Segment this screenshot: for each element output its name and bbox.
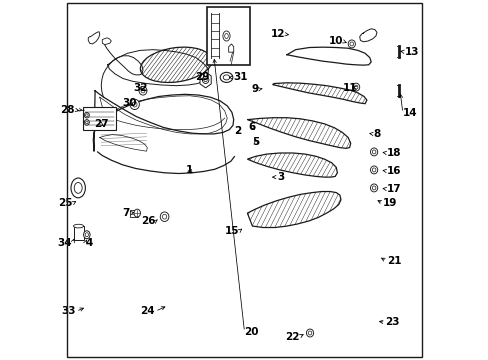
Ellipse shape	[71, 178, 85, 198]
FancyBboxPatch shape	[83, 107, 115, 130]
Text: 6: 6	[248, 122, 256, 132]
Text: 19: 19	[382, 198, 397, 208]
Ellipse shape	[370, 184, 377, 192]
Text: 7: 7	[122, 208, 130, 218]
Text: 22: 22	[284, 332, 299, 342]
Polygon shape	[228, 44, 233, 52]
Bar	[130, 210, 138, 217]
Ellipse shape	[130, 99, 139, 109]
Ellipse shape	[371, 186, 375, 190]
Ellipse shape	[370, 166, 377, 174]
Bar	[206, 7, 249, 65]
Ellipse shape	[347, 40, 355, 48]
Ellipse shape	[132, 102, 137, 107]
Ellipse shape	[307, 331, 311, 335]
Text: 5: 5	[252, 137, 259, 147]
Ellipse shape	[83, 231, 90, 239]
Text: 1: 1	[186, 165, 193, 175]
Text: 8: 8	[373, 129, 380, 139]
Text: 27: 27	[94, 119, 108, 129]
Text: 34: 34	[58, 238, 72, 248]
Text: 18: 18	[386, 148, 400, 158]
Text: 3: 3	[276, 172, 284, 182]
Ellipse shape	[352, 83, 359, 91]
Text: 14: 14	[402, 108, 417, 118]
Ellipse shape	[223, 75, 229, 80]
Text: 2: 2	[233, 126, 241, 136]
Ellipse shape	[349, 42, 353, 46]
Text: 25: 25	[58, 198, 72, 208]
Ellipse shape	[371, 168, 375, 172]
Text: 9: 9	[251, 84, 258, 94]
Ellipse shape	[203, 78, 207, 82]
Text: 28: 28	[60, 105, 75, 115]
Text: 4: 4	[85, 238, 93, 248]
Text: 17: 17	[386, 184, 401, 194]
Text: 32: 32	[133, 83, 148, 93]
Text: 33: 33	[61, 306, 76, 316]
Ellipse shape	[84, 112, 89, 118]
Ellipse shape	[160, 212, 168, 221]
Ellipse shape	[202, 76, 208, 84]
Ellipse shape	[141, 89, 144, 93]
Ellipse shape	[220, 72, 232, 82]
Ellipse shape	[306, 329, 313, 337]
Ellipse shape	[74, 183, 82, 193]
Bar	[73, 226, 83, 240]
Text: 20: 20	[244, 327, 259, 337]
Ellipse shape	[85, 114, 88, 117]
Text: 12: 12	[270, 29, 284, 39]
Ellipse shape	[84, 120, 89, 125]
Polygon shape	[102, 38, 111, 45]
Text: 29: 29	[194, 72, 209, 82]
Ellipse shape	[73, 224, 83, 228]
Text: 26: 26	[141, 216, 155, 226]
Ellipse shape	[139, 86, 146, 95]
Ellipse shape	[224, 33, 228, 39]
Text: 31: 31	[232, 72, 247, 82]
Ellipse shape	[371, 150, 375, 154]
Ellipse shape	[134, 209, 140, 217]
Text: 24: 24	[141, 306, 155, 316]
Ellipse shape	[223, 31, 230, 41]
Text: 11: 11	[342, 83, 356, 93]
Text: 23: 23	[385, 317, 399, 327]
Text: 13: 13	[404, 47, 418, 57]
Ellipse shape	[85, 233, 88, 237]
Text: 15: 15	[224, 226, 239, 236]
Text: 16: 16	[386, 166, 400, 176]
Text: 21: 21	[386, 256, 400, 266]
Text: 30: 30	[122, 98, 137, 108]
Polygon shape	[200, 72, 211, 88]
Ellipse shape	[162, 214, 166, 219]
Ellipse shape	[370, 148, 377, 156]
Ellipse shape	[354, 85, 357, 89]
Ellipse shape	[85, 121, 88, 124]
Text: 10: 10	[328, 36, 343, 46]
